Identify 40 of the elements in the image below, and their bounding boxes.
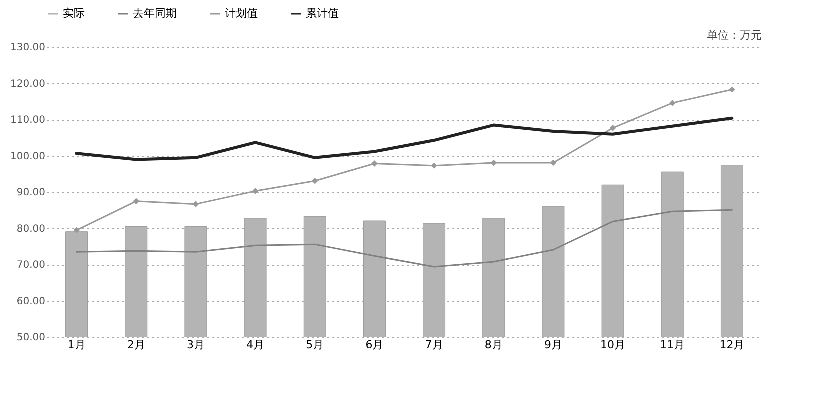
legend-label: 计划值 [225, 7, 258, 20]
legend-label: 累计值 [306, 7, 339, 20]
x-tick-label: 6月 [366, 338, 384, 352]
y-tick-label: 100.00 [10, 151, 46, 162]
legend-label: 去年同期 [133, 7, 177, 20]
point [74, 227, 80, 234]
x-tick-label: 1月 [68, 338, 86, 352]
x-tick-label: 7月 [425, 338, 444, 352]
y-tick-label: 130.00 [10, 42, 46, 54]
x-tick-label: 5月 [306, 338, 324, 352]
line-series [76, 209, 733, 268]
x-tick-label: 10月 [600, 338, 626, 352]
y-tick-label: 80.00 [16, 224, 46, 235]
point [431, 162, 438, 170]
x-tick-label: 8月 [484, 338, 503, 352]
point [312, 178, 318, 184]
point [490, 160, 498, 166]
point [133, 198, 140, 205]
point [192, 201, 200, 208]
y-tick-label: 50.00 [16, 332, 46, 344]
y-tick-label: 110.00 [10, 115, 46, 126]
point [372, 160, 378, 167]
y-tick-label: 120.00 [10, 78, 46, 90]
line-series [75, 116, 734, 162]
point [729, 86, 736, 93]
x-tick-label: 2月 [127, 338, 146, 352]
x-tick-label: 4月 [246, 338, 265, 352]
legend-label: 实际 [63, 7, 85, 20]
x-tick-label: 9月 [544, 338, 562, 352]
point [669, 100, 676, 106]
y-tick-label: 60.00 [16, 296, 46, 308]
y-tick-label: 70.00 [16, 260, 46, 271]
x-tick-label: 12月 [720, 338, 745, 352]
x-tick-label: 3月 [186, 338, 205, 352]
text: 单位：万元 [707, 29, 762, 42]
y-tick-label: 90.00 [16, 188, 46, 198]
point [610, 125, 616, 132]
point [550, 160, 557, 166]
point [252, 188, 259, 194]
x-tick-label: 11月 [660, 338, 686, 352]
